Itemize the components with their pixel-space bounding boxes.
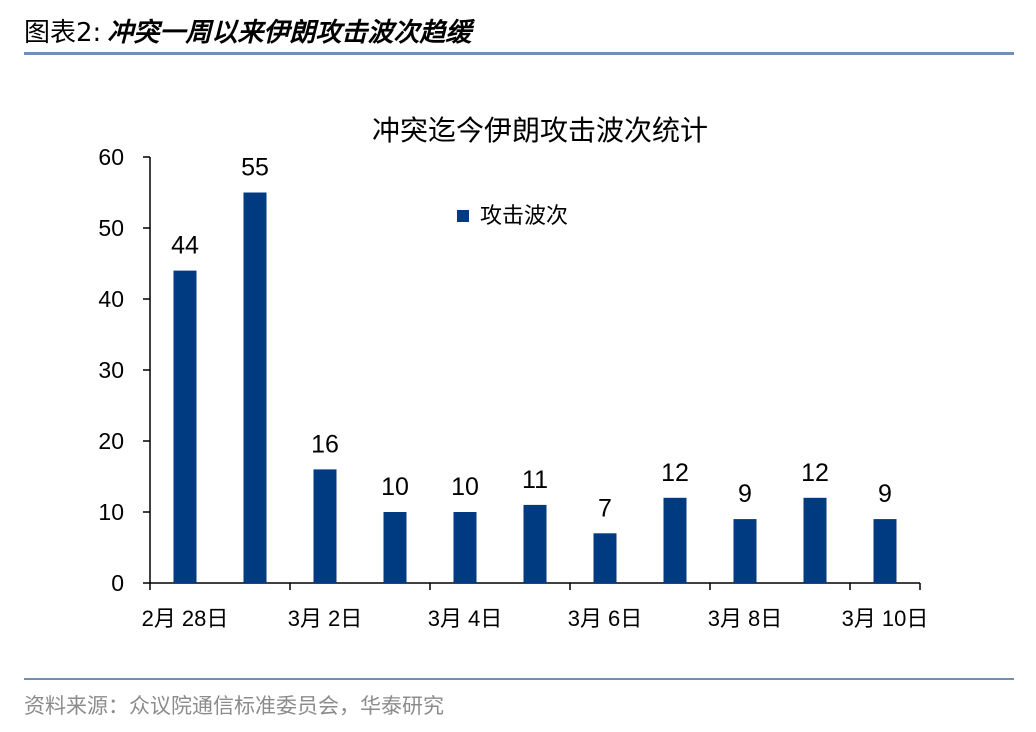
bar <box>383 512 407 583</box>
x-tick-label: 3月 8日 <box>708 606 783 631</box>
x-axis: 2月 28日 3月 2日 3月 4日 3月 6日 3月 8日 3月 10日 <box>142 582 929 631</box>
y-axis: 0 10 20 30 40 50 60 <box>98 144 151 596</box>
bar <box>453 512 477 583</box>
bar <box>243 192 267 583</box>
bar <box>663 497 687 583</box>
bar <box>593 533 617 583</box>
figure-header: 图表2: 冲突一周以来伊朗攻击波次趋缓 <box>24 8 471 52</box>
bars <box>173 192 897 583</box>
bar-chart: 冲突迄今伊朗攻击波次统计 0 10 20 30 40 50 60 2月 28日 3月 2日 3月… <box>98 115 929 631</box>
data-label: 12 <box>801 459 829 487</box>
legend-swatch <box>457 210 469 222</box>
bar <box>523 504 547 583</box>
x-tick-label: 3月 2日 <box>288 606 363 631</box>
y-tick-label: 0 <box>111 570 124 596</box>
data-label: 55 <box>241 154 269 182</box>
data-label: 44 <box>171 232 199 260</box>
bar <box>313 469 337 583</box>
data-label: 12 <box>661 459 689 487</box>
data-label: 9 <box>878 480 892 508</box>
y-tick-label: 50 <box>98 215 124 241</box>
bar <box>173 270 197 583</box>
x-tick-label: 3月 6日 <box>568 606 643 631</box>
y-tick-label: 20 <box>98 428 124 454</box>
y-tick-label: 10 <box>98 499 124 525</box>
figure-title: 冲突一周以来伊朗攻击波次趋缓 <box>107 17 472 48</box>
x-tick-label: 3月 4日 <box>428 606 503 631</box>
data-label: 10 <box>451 473 479 501</box>
y-tick-label: 30 <box>98 357 124 383</box>
data-label: 10 <box>381 473 409 501</box>
legend: 攻击波次 <box>457 203 568 228</box>
legend-label: 攻击波次 <box>480 203 568 228</box>
chart-title: 冲突迄今伊朗攻击波次统计 <box>372 115 708 146</box>
data-label: 16 <box>311 430 339 458</box>
header-rule <box>24 52 1014 55</box>
data-labels: 44 55 16 10 10 11 7 12 9 12 9 <box>171 154 892 523</box>
footer-rule <box>24 678 1014 680</box>
x-tick-label: 3月 10日 <box>842 606 929 631</box>
figure-label: 图表2: <box>24 17 102 48</box>
bar <box>873 519 897 583</box>
x-tick-label: 2月 28日 <box>142 606 229 631</box>
source-note: 资料来源：众议院通信标准委员会，华泰研究 <box>24 694 444 718</box>
bar <box>733 519 757 583</box>
data-label: 9 <box>738 480 752 508</box>
data-label: 7 <box>598 494 612 522</box>
bar <box>803 497 827 583</box>
y-tick-label: 40 <box>98 286 124 312</box>
data-label: 11 <box>522 466 548 494</box>
y-tick-label: 60 <box>98 144 124 170</box>
